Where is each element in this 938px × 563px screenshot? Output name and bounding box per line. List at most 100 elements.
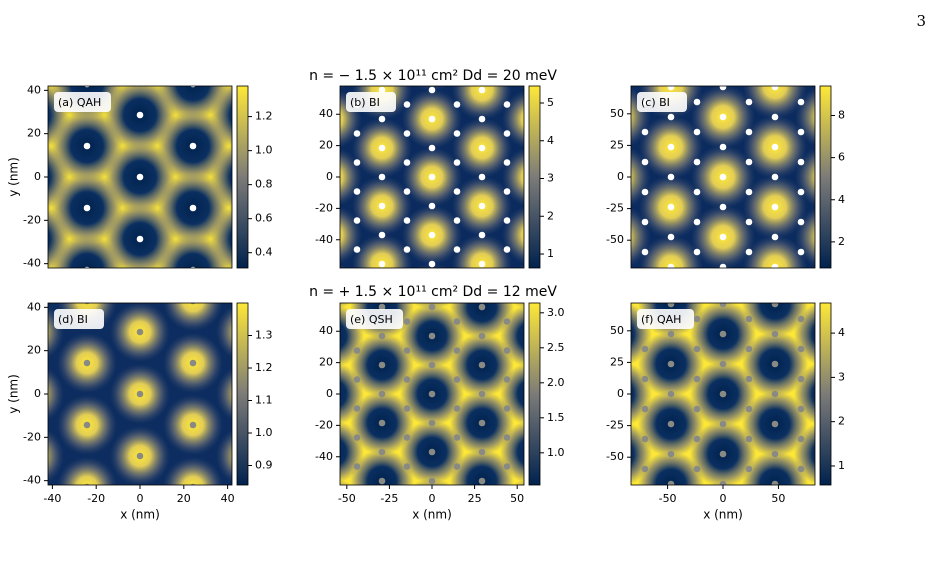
y-tick-label: 0 [617, 170, 624, 183]
heatmap-blob [57, 457, 117, 485]
y-tick-label: -20 [23, 430, 41, 443]
site-dot [554, 521, 561, 528]
site-dot [641, 188, 649, 196]
site-dot [378, 477, 386, 485]
site-dot [479, 275, 486, 282]
site-dot [304, 318, 311, 325]
site-dot [693, 405, 701, 413]
colorbar [528, 302, 541, 486]
site-dot [850, 346, 857, 353]
heatmap-blob [452, 86, 512, 120]
site-dot [403, 130, 411, 137]
site-dot [745, 98, 753, 106]
site-dot [189, 421, 197, 429]
site-dot [771, 263, 779, 268]
site-dot [404, 492, 411, 499]
site-dot [429, 275, 436, 282]
site-dot [329, 87, 336, 94]
site-dot [720, 294, 727, 301]
site-dot [616, 84, 623, 91]
site-dot [503, 405, 511, 412]
site-dot [83, 421, 91, 429]
colorbar-tick-label: 3 [547, 172, 554, 185]
heatmap-blob [742, 451, 808, 485]
site-dot [590, 406, 597, 413]
colorbar [819, 85, 832, 269]
site-dot [745, 188, 753, 196]
heatmap-blob [216, 305, 232, 359]
panel-label: (b) BI [350, 96, 380, 109]
y-tick-label: -50 [606, 450, 624, 463]
site-dot [824, 271, 831, 278]
y-tick-label: 0 [326, 170, 333, 183]
heatmap-blob [811, 483, 815, 485]
site-dot [428, 448, 436, 456]
site-dot [719, 450, 727, 458]
site-dot [772, 54, 779, 61]
site-dot [798, 286, 805, 293]
site-dot [428, 144, 436, 152]
heatmap-blob [743, 235, 807, 268]
site-dot [616, 294, 623, 301]
x-axis-label: x (nm) [703, 508, 743, 522]
heatmap-blob [125, 86, 155, 89]
site-dot [693, 375, 701, 383]
heatmap-blob [340, 479, 352, 485]
site-dot [478, 361, 486, 369]
colorbar [236, 302, 249, 486]
site-dot [403, 217, 411, 224]
site-dot [745, 345, 753, 353]
heatmap-blob [639, 235, 703, 268]
site-dot [667, 113, 675, 121]
site-dot [478, 303, 486, 311]
site-dot [554, 159, 561, 166]
site-dot [694, 496, 701, 503]
site-dot [503, 188, 511, 195]
x-tick-label: 50 [510, 492, 524, 505]
site-dot [772, 511, 779, 518]
site-dot [353, 130, 361, 137]
site-dot [503, 130, 511, 137]
site-dot [479, 507, 486, 514]
site-dot [745, 248, 753, 256]
colorbar-tick-label: 4 [838, 326, 845, 339]
site-dot [797, 98, 805, 106]
site-dot [31, 329, 38, 336]
panel-label-box [54, 92, 111, 112]
site-dot [478, 86, 486, 94]
site-dot [478, 448, 486, 456]
site-dot [616, 301, 623, 308]
site-dot [428, 477, 436, 485]
site-dot [772, 271, 779, 278]
site-dot [378, 260, 386, 268]
site-dot [353, 217, 361, 224]
colorbar-tick-label: 0.4 [255, 246, 273, 259]
site-dot [378, 173, 386, 181]
site-dot [719, 420, 727, 428]
site-dot [503, 347, 511, 354]
y-tick-label: 0 [326, 387, 333, 400]
site-dot [642, 279, 649, 286]
site-dot [641, 375, 649, 383]
site-dot [403, 463, 411, 470]
site-dot [478, 173, 486, 181]
colorbar-tick-label: 3.0 [547, 306, 565, 319]
y-tick-label: -40 [23, 257, 41, 270]
y-tick-label: 40 [27, 83, 41, 96]
site-dot [503, 159, 511, 166]
site-dot [850, 286, 857, 293]
site-dot [136, 111, 144, 119]
site-dot [590, 159, 597, 166]
heatmap-blob [452, 234, 512, 268]
site-dot [304, 130, 311, 137]
site-dot [403, 405, 411, 412]
site-dot [478, 477, 486, 485]
colorbar [236, 85, 249, 269]
site-dot [304, 101, 311, 108]
site-dot [136, 390, 144, 398]
x-axis-label: x (nm) [412, 508, 452, 522]
site-dot [771, 303, 779, 308]
colorbar-tick-label: 2 [838, 415, 845, 428]
panel-label: (f) QAH [641, 313, 681, 326]
site-dot [554, 492, 561, 499]
